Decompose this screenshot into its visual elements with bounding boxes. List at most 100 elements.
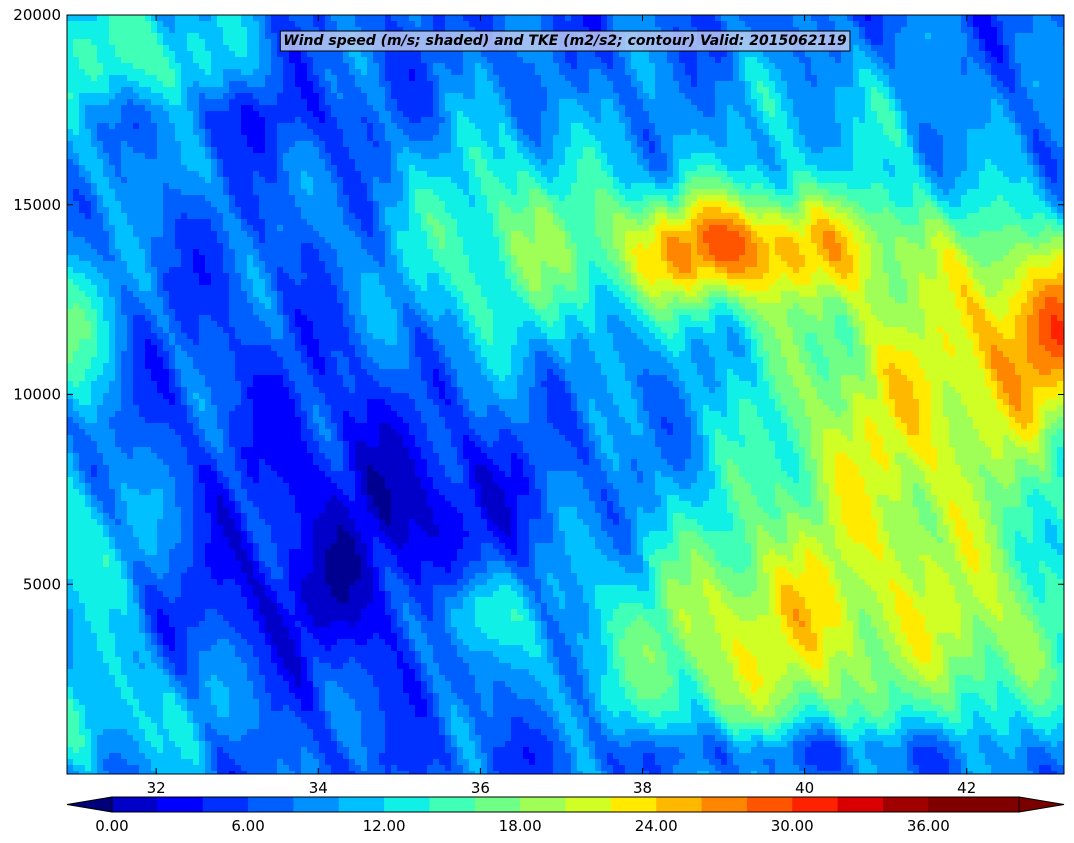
field-cell (97, 99, 104, 106)
field-cell (847, 135, 854, 142)
field-cell (145, 183, 152, 190)
field-cell (907, 27, 914, 34)
field-cell (943, 21, 950, 28)
field-cell (487, 129, 494, 136)
field-cell (133, 177, 140, 184)
field-cell (667, 63, 674, 70)
field-cell (589, 117, 596, 124)
field-cell (613, 105, 620, 112)
field-cell (889, 129, 896, 136)
field-cell (337, 177, 344, 184)
field-cell (799, 87, 806, 94)
field-cell (709, 141, 716, 148)
field-cell (1003, 105, 1010, 112)
field-cell (607, 75, 614, 82)
field-cell (349, 129, 356, 136)
field-cell (919, 141, 926, 148)
field-cell (979, 123, 986, 130)
field-cell (211, 45, 218, 52)
field-cell (181, 189, 188, 196)
field-cell (523, 153, 530, 160)
field-cell (313, 177, 320, 184)
field-cell (571, 165, 578, 172)
field-cell (175, 87, 182, 94)
field-cell (1003, 27, 1010, 34)
field-cell (397, 171, 404, 178)
field-cell (313, 129, 320, 136)
field-cell (1033, 57, 1040, 64)
field-cell (655, 81, 662, 88)
field-cell (475, 63, 482, 70)
field-cell (457, 177, 464, 184)
field-cell (913, 33, 920, 40)
field-cell (889, 117, 896, 124)
field-cell (319, 51, 326, 58)
field-cell (619, 189, 626, 196)
field-cell (751, 153, 758, 160)
field-cell (145, 45, 152, 52)
field-cell (679, 51, 686, 58)
field-cell (181, 75, 188, 82)
field-cell (325, 63, 332, 70)
field-cell (697, 147, 704, 154)
field-cell (895, 33, 902, 40)
field-cell (253, 111, 260, 118)
field-cell (379, 57, 386, 64)
field-cell (571, 111, 578, 118)
field-cell (1027, 129, 1034, 136)
field-cell (589, 69, 596, 76)
field-cell (115, 141, 122, 148)
field-cell (643, 81, 650, 88)
field-cell (823, 189, 830, 196)
field-cell (883, 153, 890, 160)
field-cell (343, 21, 350, 28)
field-cell (637, 111, 644, 118)
field-cell (775, 183, 782, 190)
field-cell (607, 69, 614, 76)
field-cell (487, 87, 494, 94)
field-cell (79, 153, 86, 160)
field-cell (577, 117, 584, 124)
field-cell (559, 51, 566, 58)
field-cell (325, 171, 332, 178)
field-cell (181, 81, 188, 88)
field-cell (217, 69, 224, 76)
field-cell (925, 21, 932, 28)
field-cell (781, 153, 788, 160)
field-cell (619, 141, 626, 148)
field-cell (1039, 171, 1046, 178)
field-cell (493, 165, 500, 172)
field-cell (703, 99, 710, 106)
field-cell (739, 147, 746, 154)
field-cell (241, 153, 248, 160)
field-cell (355, 63, 362, 70)
field-cell (811, 147, 818, 154)
field-cell (253, 63, 260, 70)
field-cell (283, 171, 290, 178)
field-cell (757, 153, 764, 160)
field-cell (661, 93, 668, 100)
field-cell (193, 69, 200, 76)
field-cell (313, 69, 320, 76)
field-cell (259, 27, 266, 34)
field-cell (931, 63, 938, 70)
field-cell (127, 87, 134, 94)
field-cell (1045, 15, 1052, 22)
field-cell (319, 21, 326, 28)
field-cell (637, 141, 644, 148)
field-cell (553, 99, 560, 106)
field-cell (871, 63, 878, 70)
field-cell (151, 81, 158, 88)
field-cell (313, 141, 320, 148)
field-cell (919, 69, 926, 76)
field-cell (709, 15, 716, 22)
field-cell (769, 93, 776, 100)
field-cell (697, 153, 704, 160)
field-cell (769, 81, 776, 88)
field-cell (457, 21, 464, 28)
field-cell (301, 165, 308, 172)
field-cell (319, 123, 326, 130)
field-cell (67, 33, 74, 40)
field-cell (367, 81, 374, 88)
field-cell (139, 87, 146, 94)
